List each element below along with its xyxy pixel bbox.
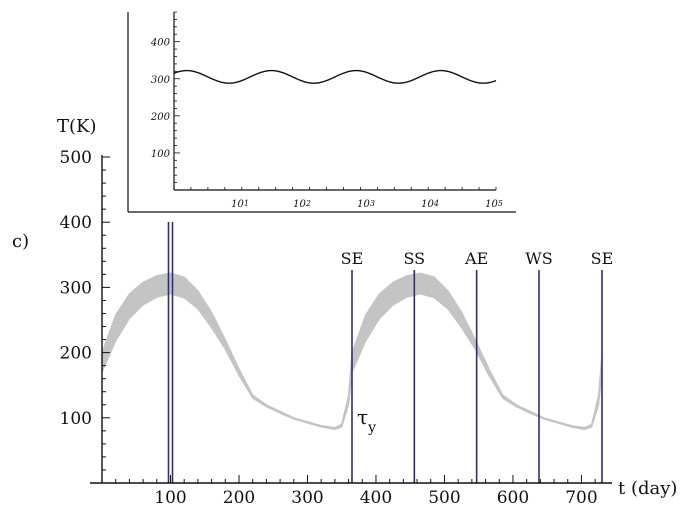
event-lines: SE SS AE WS SE — [167, 222, 614, 483]
inset-tick-mantissa: 10 — [293, 199, 306, 210]
inset-tick-exponent: 5 — [498, 199, 503, 208]
event-label: AE — [464, 249, 488, 268]
tau-symbol: τ — [357, 405, 368, 429]
y-tick-label: 300 — [60, 278, 92, 298]
event-label: SS — [404, 249, 426, 268]
inset-y-tick-label: 100 — [151, 149, 171, 160]
inset-tick-exponent: 4 — [433, 199, 439, 208]
inset-x-tick-label: 104 — [421, 199, 439, 210]
inset-tick-exponent: 1 — [244, 199, 249, 208]
y-tick-label: 400 — [60, 213, 92, 233]
inset-tick-mantissa: 10 — [231, 199, 244, 210]
x-tick-label: 300 — [291, 488, 323, 508]
x-tick-label: 100 — [154, 488, 186, 508]
x-tick-label: 600 — [497, 488, 529, 508]
inset-y-tick-label: 400 — [150, 38, 171, 49]
inset-tick-exponent: 2 — [305, 199, 311, 208]
panel-label: c) — [12, 231, 29, 252]
event-label: WS — [525, 249, 552, 268]
inset-x-tick-label: 101 — [231, 199, 249, 210]
event-label: SE — [591, 249, 614, 268]
tau-subscript: y — [367, 420, 376, 436]
y-tick-label: 500 — [60, 148, 92, 168]
x-tick-label: 700 — [565, 488, 597, 508]
x-axis-title: t (day) — [618, 478, 677, 499]
inset-axes — [127, 11, 516, 213]
inset-tick-exponent: 3 — [370, 199, 375, 208]
inset-tick-mantissa: 10 — [421, 199, 434, 210]
y-tick-label: 200 — [60, 344, 92, 364]
y-axis-title: T(K) — [57, 116, 97, 137]
main-tick-labels: 100 200 300 400 500 600 700 100 200 300 400 500 — [60, 148, 598, 508]
inset-x-tick-label: 105 — [485, 199, 503, 210]
x-tick-label: 500 — [428, 488, 460, 508]
inset-y-tick-label: 300 — [151, 75, 171, 86]
main-axes — [90, 155, 612, 484]
x-tick-label: 200 — [223, 488, 255, 508]
event-label: SE — [341, 249, 364, 268]
y-tick-label: 100 — [60, 409, 92, 429]
inset-tick-mantissa: 10 — [485, 199, 498, 210]
inset-temperature-line — [173, 69, 497, 84]
inset-x-tick-label: 103 — [357, 199, 375, 210]
inset-tick-mantissa: 10 — [357, 199, 370, 210]
inset-x-tick-label: 102 — [293, 199, 311, 210]
tau-annotation: τy — [357, 405, 376, 436]
inset-y-tick-label: 200 — [150, 112, 171, 123]
inset-series — [173, 69, 497, 84]
x-tick-label: 400 — [360, 488, 392, 508]
